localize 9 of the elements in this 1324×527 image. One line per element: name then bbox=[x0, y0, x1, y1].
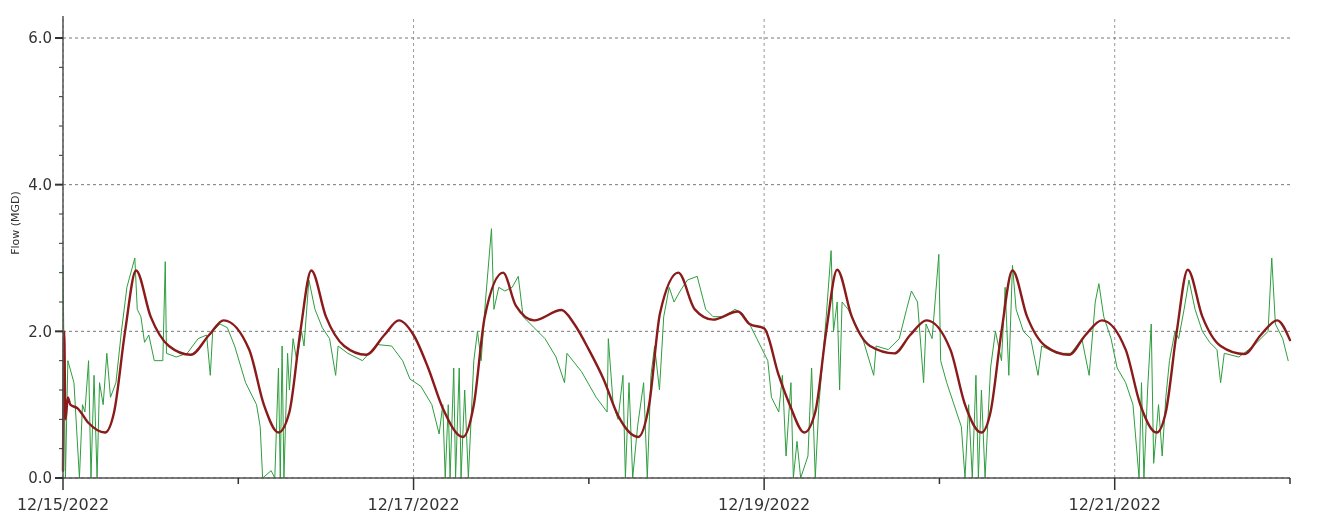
x-tick-label: 12/19/2022 bbox=[718, 495, 811, 514]
x-tick-label: 12/21/2022 bbox=[1068, 495, 1161, 514]
x-tick-label: 12/17/2022 bbox=[367, 495, 460, 514]
x-tick-label: 12/15/2022 bbox=[16, 495, 110, 514]
y-tick-label: 2.0 bbox=[28, 322, 52, 341]
y-tick-label: 0.0 bbox=[28, 469, 52, 488]
y-tick-label: 4.0 bbox=[28, 175, 52, 194]
y-axis-title: Flow (MGD) bbox=[9, 191, 22, 255]
y-tick-label: 6.0 bbox=[28, 29, 52, 48]
